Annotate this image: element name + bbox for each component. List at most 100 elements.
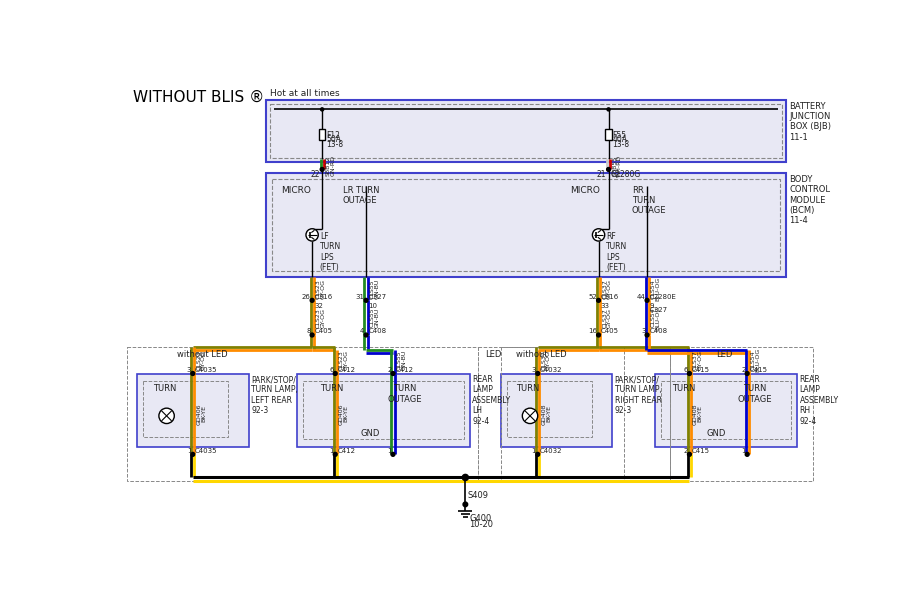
Text: GY-OG: GY-OG (607, 307, 612, 328)
Text: CLS54: CLS54 (651, 308, 656, 328)
Text: 9: 9 (649, 303, 654, 309)
Text: TURN: TURN (153, 384, 176, 393)
Text: 33: 33 (601, 303, 610, 309)
Circle shape (333, 453, 337, 456)
Text: TURN: TURN (320, 384, 343, 393)
Text: GY-OG: GY-OG (343, 350, 349, 370)
Text: SBB12: SBB12 (326, 156, 331, 176)
Text: GN-BU: GN-BU (374, 279, 380, 299)
Text: C4035: C4035 (195, 367, 218, 373)
Circle shape (364, 333, 368, 337)
Text: C405: C405 (601, 328, 619, 334)
Circle shape (321, 168, 324, 171)
Text: GN-BU: GN-BU (374, 307, 380, 328)
Text: BLU-OG: BLU-OG (755, 348, 761, 372)
Bar (670, 346, 813, 481)
Text: REAR
LAMP
ASSEMBLY
LH
92-4: REAR LAMP ASSEMBLY LH 92-4 (472, 375, 511, 426)
Text: 10-20: 10-20 (469, 520, 493, 529)
Text: without LED: without LED (516, 350, 567, 359)
Text: CLS37: CLS37 (602, 308, 607, 328)
Text: C4035: C4035 (195, 448, 218, 454)
Text: 52: 52 (588, 293, 597, 300)
Bar (507, 381, 592, 437)
Circle shape (191, 371, 194, 375)
Text: CLS37: CLS37 (602, 279, 607, 299)
Text: CLS23: CLS23 (316, 308, 321, 328)
Text: 26: 26 (301, 293, 311, 300)
Text: BK-YE: BK-YE (343, 406, 349, 422)
Text: 2: 2 (684, 448, 688, 454)
Text: 3: 3 (532, 367, 537, 373)
Text: WITHOUT BLIS ®: WITHOUT BLIS ® (133, 90, 264, 105)
Circle shape (745, 371, 749, 375)
Text: S409: S409 (468, 490, 489, 500)
Text: C2280E: C2280E (649, 293, 676, 300)
Circle shape (687, 371, 691, 375)
Text: WH-RD: WH-RD (617, 154, 622, 177)
Text: G400: G400 (469, 514, 491, 523)
Text: CLS54: CLS54 (651, 279, 656, 299)
Bar (272, 179, 779, 271)
Circle shape (333, 371, 337, 375)
Text: C415: C415 (749, 367, 767, 373)
Text: CLS55: CLS55 (397, 350, 401, 370)
Text: RR
TURN
OUTAGE: RR TURN OUTAGE (632, 185, 666, 215)
Circle shape (646, 333, 649, 337)
Circle shape (536, 453, 539, 456)
Text: C327: C327 (649, 307, 667, 314)
Text: 13-8: 13-8 (326, 140, 343, 149)
Text: C2280G: C2280G (611, 170, 641, 179)
Text: BLU-OG: BLU-OG (656, 277, 660, 301)
Text: GY-OG: GY-OG (546, 350, 551, 370)
Text: GD408: GD408 (541, 403, 547, 425)
Text: Hot at all times: Hot at all times (270, 89, 340, 98)
Text: 2: 2 (387, 367, 391, 373)
Text: 4: 4 (360, 328, 364, 334)
Text: C316: C316 (601, 293, 619, 300)
Text: 22: 22 (311, 170, 320, 179)
Text: GY-OG: GY-OG (697, 350, 703, 370)
Text: C405: C405 (314, 328, 332, 334)
Circle shape (311, 333, 314, 337)
Text: 16: 16 (588, 328, 597, 334)
Circle shape (597, 333, 600, 337)
Text: C4032: C4032 (540, 448, 563, 454)
Text: BK-YE: BK-YE (697, 406, 703, 422)
Circle shape (364, 298, 368, 303)
Text: TURN: TURN (672, 384, 696, 393)
Text: SBB55: SBB55 (612, 156, 617, 176)
Text: F12: F12 (326, 131, 340, 140)
Text: GD406: GD406 (339, 403, 344, 425)
Text: 32: 32 (314, 303, 323, 309)
Text: C415: C415 (692, 367, 710, 373)
Text: 1: 1 (187, 448, 192, 454)
Text: LF
TURN
LPS
(FET): LF TURN LPS (FET) (320, 232, 341, 272)
Text: 2: 2 (741, 367, 745, 373)
Text: 1: 1 (532, 448, 537, 454)
Bar (501, 346, 670, 481)
Text: LED: LED (716, 350, 733, 359)
Text: GN-RD: GN-RD (331, 155, 335, 176)
Text: C408: C408 (649, 328, 667, 334)
Bar (501, 373, 612, 447)
Text: BATTERY
JUNCTION
BOX (BJB)
11-1: BATTERY JUNCTION BOX (BJB) 11-1 (790, 102, 831, 142)
Bar (266, 173, 785, 278)
Bar (127, 346, 478, 481)
Text: C415: C415 (692, 448, 710, 454)
Bar (606, 129, 612, 140)
Text: 1: 1 (387, 448, 391, 454)
Text: BK-YE: BK-YE (546, 406, 551, 422)
Text: 44: 44 (637, 293, 646, 300)
Bar (297, 373, 470, 447)
Text: 10: 10 (369, 303, 378, 309)
Text: GY-OG: GY-OG (321, 307, 325, 328)
Circle shape (536, 371, 539, 375)
Bar (319, 129, 325, 140)
Text: C327: C327 (369, 293, 387, 300)
Text: GND: GND (360, 429, 380, 438)
Circle shape (597, 298, 600, 303)
Text: GN-BU: GN-BU (401, 350, 406, 370)
Text: C4032: C4032 (540, 367, 563, 373)
Text: GD406: GD406 (196, 403, 202, 425)
Text: GND: GND (706, 429, 726, 438)
